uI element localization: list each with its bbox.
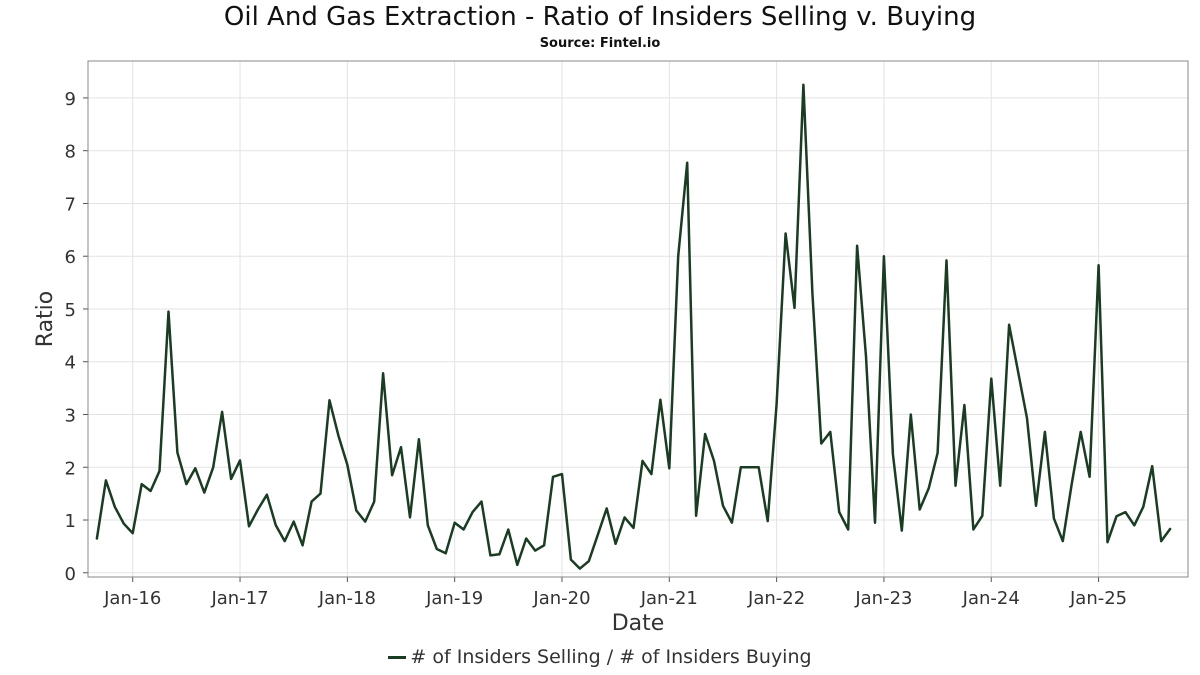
vertical-grid — [132, 61, 1100, 577]
chart-subtitle: Source: Fintel.io — [539, 36, 661, 51]
y-tick-label: 3 — [65, 405, 76, 426]
x-tick-label: Jan-23 — [854, 588, 912, 609]
y-tick-label: 5 — [65, 300, 76, 321]
y-axis-label: Ratio — [33, 291, 58, 347]
y-axis-ticks: 0 1 2 3 4 5 6 7 8 9 — [65, 89, 88, 585]
legend-label: # of Insiders Selling / # of Insiders Bu… — [410, 646, 812, 668]
y-tick-label: 9 — [65, 89, 76, 110]
x-tick-label: Jan-17 — [210, 588, 268, 609]
x-tick-label: Jan-21 — [640, 588, 698, 609]
x-tick-label: Jan-20 — [532, 588, 590, 609]
chart-title: Oil And Gas Extraction - Ratio of Inside… — [223, 2, 977, 32]
x-tick-label: Jan-25 — [1069, 588, 1127, 609]
y-tick-label: 8 — [65, 142, 76, 163]
y-tick-label: 6 — [65, 247, 76, 268]
legend: # of Insiders Selling / # of Insiders Bu… — [0, 646, 1200, 668]
y-tick-label: 1 — [65, 511, 76, 532]
y-tick-label: 0 — [65, 564, 76, 585]
plot-frame — [87, 60, 1189, 578]
y-tick-label: 2 — [65, 458, 76, 479]
y-tick-label: 4 — [65, 353, 76, 374]
x-axis-ticks: Jan-16 Jan-17 Jan-18 Jan-19 Jan-20 Jan-21 Jan-… — [103, 577, 1127, 609]
x-axis-label: Date — [612, 611, 665, 636]
y-tick-label: 7 — [65, 194, 76, 215]
legend-swatch — [388, 656, 407, 659]
x-tick-label: Jan-22 — [747, 588, 805, 609]
x-tick-label: Jan-24 — [962, 588, 1020, 609]
series-line — [95, 83, 1172, 570]
x-tick-label: Jan-16 — [103, 588, 161, 609]
series-layer — [95, 83, 1172, 570]
x-tick-label: Jan-18 — [318, 588, 376, 609]
x-tick-label: Jan-19 — [425, 588, 483, 609]
